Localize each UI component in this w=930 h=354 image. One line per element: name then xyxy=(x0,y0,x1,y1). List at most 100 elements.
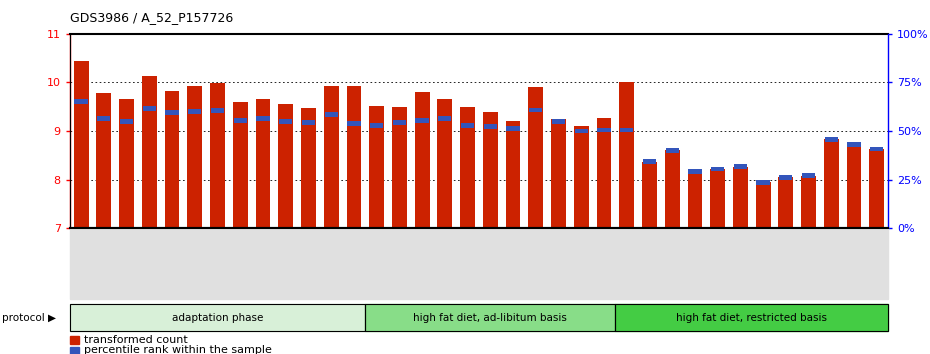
Bar xyxy=(779,175,792,180)
Text: transformed count: transformed count xyxy=(84,335,188,345)
Bar xyxy=(665,150,680,228)
Bar xyxy=(119,99,134,228)
Bar xyxy=(187,86,202,228)
Bar xyxy=(847,142,860,147)
Text: GSM672373: GSM672373 xyxy=(277,232,286,283)
Bar xyxy=(460,107,475,228)
Text: GSM672393: GSM672393 xyxy=(731,232,740,283)
Text: GSM672375: GSM672375 xyxy=(322,232,331,283)
Text: GSM672376: GSM672376 xyxy=(345,232,354,283)
Text: GSM672378: GSM672378 xyxy=(391,232,399,283)
Bar xyxy=(278,104,293,228)
Text: GSM672364: GSM672364 xyxy=(73,232,81,283)
Bar xyxy=(619,82,634,228)
Bar xyxy=(301,108,316,228)
Text: GSM672371: GSM672371 xyxy=(232,232,240,283)
Bar xyxy=(596,118,611,228)
Bar xyxy=(74,99,87,104)
Text: GSM672380: GSM672380 xyxy=(436,232,445,283)
Bar xyxy=(688,169,701,174)
Text: GSM672370: GSM672370 xyxy=(208,232,218,283)
Bar xyxy=(551,119,565,124)
Text: GSM672383: GSM672383 xyxy=(504,232,513,283)
Text: GSM672372: GSM672372 xyxy=(254,232,263,283)
Text: GSM672377: GSM672377 xyxy=(367,232,377,283)
Bar xyxy=(97,93,112,228)
Bar xyxy=(506,121,521,228)
Bar xyxy=(642,162,657,228)
Bar xyxy=(620,127,633,132)
Text: GSM672395: GSM672395 xyxy=(777,232,786,283)
Text: GSM672384: GSM672384 xyxy=(526,232,536,283)
Text: GSM672381: GSM672381 xyxy=(458,232,468,283)
Bar xyxy=(756,182,770,228)
Bar xyxy=(347,86,361,228)
Text: GSM672396: GSM672396 xyxy=(800,232,808,283)
Text: high fat diet, ad-libitum basis: high fat diet, ad-libitum basis xyxy=(413,313,567,323)
Bar xyxy=(756,180,770,184)
Text: GSM672397: GSM672397 xyxy=(822,232,831,283)
Bar xyxy=(802,173,816,178)
Bar xyxy=(188,109,202,114)
Bar xyxy=(528,87,543,228)
Bar xyxy=(142,76,156,228)
Bar xyxy=(347,121,361,126)
Bar xyxy=(257,116,270,121)
Text: adaptation phase: adaptation phase xyxy=(172,313,263,323)
Text: GSM672382: GSM672382 xyxy=(482,232,490,283)
Text: GSM672385: GSM672385 xyxy=(550,232,559,283)
Bar xyxy=(416,118,429,123)
Text: GSM672369: GSM672369 xyxy=(186,232,194,283)
Text: GSM672386: GSM672386 xyxy=(572,232,581,283)
Bar xyxy=(575,129,588,133)
Bar xyxy=(438,116,451,121)
Bar xyxy=(369,106,384,228)
Bar xyxy=(507,126,520,131)
Bar xyxy=(233,118,246,123)
Bar xyxy=(73,61,88,228)
Text: GSM672374: GSM672374 xyxy=(299,232,309,283)
Bar xyxy=(166,110,179,115)
Bar xyxy=(325,113,338,118)
Bar xyxy=(211,108,224,113)
Bar xyxy=(846,144,861,228)
Bar xyxy=(461,123,474,127)
Text: GSM672394: GSM672394 xyxy=(754,232,764,283)
Bar xyxy=(392,107,406,228)
Bar xyxy=(733,166,748,228)
Bar xyxy=(415,92,430,228)
Text: percentile rank within the sample: percentile rank within the sample xyxy=(84,346,272,354)
Text: GSM672391: GSM672391 xyxy=(686,232,695,283)
Text: GSM672387: GSM672387 xyxy=(595,232,604,283)
Bar xyxy=(666,148,679,153)
Bar xyxy=(825,137,838,142)
Bar xyxy=(165,91,179,228)
Bar xyxy=(437,99,452,228)
Text: GDS3986 / A_52_P157726: GDS3986 / A_52_P157726 xyxy=(70,11,233,24)
Bar xyxy=(120,119,133,124)
Bar xyxy=(643,159,656,164)
Bar xyxy=(324,86,339,228)
Bar xyxy=(484,124,497,129)
Text: protocol ▶: protocol ▶ xyxy=(2,313,56,323)
Bar xyxy=(392,120,406,125)
Bar xyxy=(870,147,883,152)
Bar xyxy=(529,108,542,113)
Bar xyxy=(302,120,315,125)
Text: GSM672392: GSM672392 xyxy=(709,232,718,283)
Bar xyxy=(801,176,816,228)
Bar xyxy=(778,177,793,228)
Bar xyxy=(734,164,747,169)
Bar xyxy=(232,102,247,228)
Bar xyxy=(824,139,839,228)
Text: GSM672390: GSM672390 xyxy=(663,232,672,283)
Text: high fat diet, restricted basis: high fat diet, restricted basis xyxy=(676,313,828,323)
Bar xyxy=(142,106,156,110)
Text: GSM672388: GSM672388 xyxy=(618,232,627,283)
Bar xyxy=(98,116,111,121)
Bar xyxy=(279,119,292,124)
Bar xyxy=(210,83,225,228)
Text: GSM672389: GSM672389 xyxy=(641,232,649,283)
Text: GSM672367: GSM672367 xyxy=(140,232,150,283)
Bar xyxy=(687,171,702,228)
